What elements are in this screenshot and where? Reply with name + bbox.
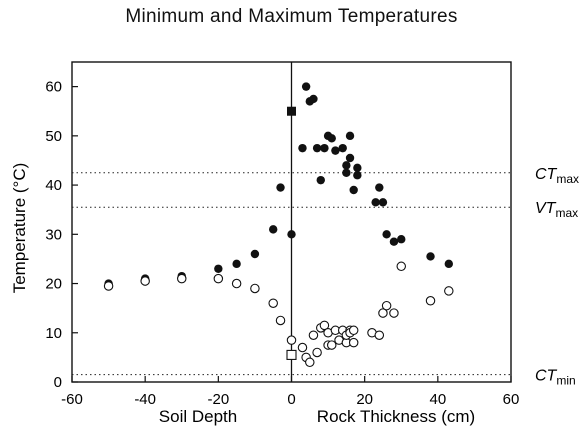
max-temp-square-point [287, 106, 296, 116]
y-tick-label: 60 [45, 79, 62, 96]
max-temp-point [320, 143, 329, 153]
y-tick-label: 30 [45, 226, 62, 243]
max-temp-point [375, 183, 384, 192]
x-tick-label: -60 [61, 391, 83, 408]
min-temp-point [326, 340, 337, 350]
x-tick-label: 20 [356, 391, 373, 408]
y-tick-label: 0 [54, 374, 62, 391]
max-temp-point [232, 259, 241, 269]
min-temp-point [312, 347, 322, 358]
reference-label: CTmin [535, 368, 576, 388]
y-tick-label: 10 [45, 325, 62, 342]
max-temp-point [327, 134, 336, 143]
min-temp-point [297, 342, 308, 353]
reference-label-sub: max [556, 172, 579, 186]
min-temp-point [374, 330, 385, 340]
max-temp-point [426, 252, 435, 261]
max-temp-point [287, 230, 296, 239]
y-axis-label: Temperature (°C) [10, 163, 29, 294]
reference-label-main: VT [535, 200, 557, 217]
min-temp-point [396, 261, 406, 272]
max-temp-point [378, 198, 388, 207]
x-tick-label: 40 [429, 391, 446, 408]
min-temp-point [319, 320, 330, 331]
max-temp-point [353, 163, 362, 173]
reference-label: VTmax [535, 200, 578, 220]
x-tick-label: 60 [503, 391, 520, 408]
min-temp-point [444, 286, 454, 296]
max-temp-point [444, 259, 454, 269]
max-temp-point [312, 143, 322, 153]
max-temp-point [301, 82, 311, 91]
min-temp-point [268, 298, 278, 308]
max-temp-point [309, 94, 318, 104]
max-temp-point [349, 185, 358, 195]
reference-label-main: CT [535, 368, 558, 385]
chart-title: Minimum and Maximum Temperatures [125, 6, 458, 27]
y-tick-label: 20 [45, 276, 62, 293]
min-temp-point [213, 273, 224, 284]
max-temp-point [371, 198, 380, 207]
max-temp-point [345, 131, 355, 141]
min-temp-point [140, 276, 150, 286]
max-temp-point [338, 143, 347, 153]
y-tick-label: 50 [45, 128, 62, 145]
min-temp-point [177, 273, 187, 284]
max-temp-point [276, 183, 285, 192]
x-axis-label-left: Soil Depth [159, 407, 237, 426]
max-temp-point [331, 146, 340, 155]
max-temp-point [397, 235, 406, 244]
max-temp-point [214, 264, 223, 273]
max-temp-point [353, 171, 362, 180]
min-temp-point [231, 278, 242, 289]
max-temp-point [345, 153, 355, 163]
max-temp-point [342, 161, 351, 170]
max-temp-point [250, 249, 260, 259]
x-tick-label: -20 [207, 391, 229, 408]
min-temp-point [286, 335, 297, 345]
reference-label-main: CT [535, 166, 558, 183]
min-temp-point [348, 325, 359, 336]
max-temp-point [342, 168, 351, 177]
min-temp-point [378, 308, 388, 318]
max-temp-point [389, 237, 399, 246]
min-temp-point [305, 357, 315, 368]
min-temp-point [425, 296, 436, 306]
min-temp-point [275, 315, 286, 326]
max-temp-point [382, 230, 391, 239]
x-tick-label: -40 [134, 391, 156, 408]
max-temp-point [298, 143, 307, 153]
min-temp-point [381, 300, 392, 311]
min-temp-point [250, 283, 260, 294]
min-temp-point [103, 281, 114, 291]
min-temp-square-point [286, 349, 297, 360]
min-temp-point [348, 337, 359, 348]
max-temp-point [316, 175, 325, 185]
max-temp-point [269, 225, 278, 234]
min-temp-point [308, 330, 319, 340]
min-temp-point [389, 308, 399, 318]
x-axis-label-right: Rock Thickness (cm) [317, 407, 475, 426]
reference-label: CTmax [535, 166, 579, 186]
y-tick-label: 40 [45, 177, 62, 194]
x-tick-label: 0 [287, 391, 295, 408]
reference-label-sub: min [556, 374, 575, 388]
reference-label-sub: max [555, 206, 578, 220]
